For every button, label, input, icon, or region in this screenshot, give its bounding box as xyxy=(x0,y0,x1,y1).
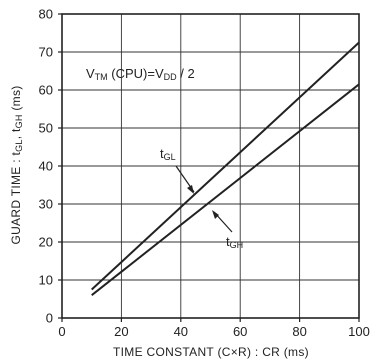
series-label-tgl: tGL xyxy=(160,146,176,162)
series-label-sub: GH xyxy=(230,240,244,250)
x-tick-label: 40 xyxy=(174,324,188,339)
series-label-tgh: tGH xyxy=(226,234,243,250)
arrowhead-tgl xyxy=(187,185,194,194)
annotation-part: (CPU)=V xyxy=(108,66,164,81)
y-axis-title-sub: GL xyxy=(14,139,24,152)
y-axis-title-sub: GH xyxy=(14,114,24,128)
plot-frame xyxy=(58,13,360,322)
y-tick-label: 30 xyxy=(39,197,53,212)
x-tick-label: 80 xyxy=(292,324,306,339)
y-axis-title: GUARD TIME : tGL, tGH (ms) xyxy=(9,85,24,244)
y-axis-title-part: , t xyxy=(9,128,23,139)
y-tick-label: 10 xyxy=(39,273,53,288)
series-label-part: t xyxy=(160,146,164,161)
condition-annotation: VTM (CPU)=VDD / 2 xyxy=(86,66,195,82)
tick-labels: 0 20 40 60 80 100 0 10 20 30 40 50 60 70 80 xyxy=(39,7,370,340)
y-axis-title-part: (ms) xyxy=(9,85,23,114)
x-axis-title: TIME CONSTANT (C×R) : CR (ms) xyxy=(113,345,309,359)
y-tick-label: 0 xyxy=(46,311,53,326)
y-axis-title-part: GUARD TIME : t xyxy=(9,152,23,245)
x-tick-label: 0 xyxy=(58,324,65,339)
x-tick-label: 60 xyxy=(233,324,247,339)
annotation-sub: TM xyxy=(95,72,108,82)
series-label-part: t xyxy=(226,234,230,249)
series-group xyxy=(91,41,360,296)
series-line-tgl xyxy=(91,41,360,291)
y-tick-label: 50 xyxy=(39,121,53,136)
y-tick-label: 80 xyxy=(39,7,53,22)
annotation-part: / 2 xyxy=(177,66,195,81)
y-tick-label: 20 xyxy=(39,235,53,250)
x-tick-label: 20 xyxy=(114,324,128,339)
series-label-sub: GL xyxy=(164,152,176,162)
y-tick-label: 40 xyxy=(39,159,53,174)
annotation-sub: DD xyxy=(164,72,177,82)
y-tick-label: 60 xyxy=(39,83,53,98)
plot-border xyxy=(61,13,360,319)
series-line-tgh xyxy=(91,83,360,296)
annotation-part: V xyxy=(86,66,95,81)
y-tick-label: 70 xyxy=(39,45,53,60)
grid xyxy=(62,14,359,318)
x-tick-label: 100 xyxy=(348,324,370,339)
arrowhead-tgh xyxy=(212,210,219,219)
